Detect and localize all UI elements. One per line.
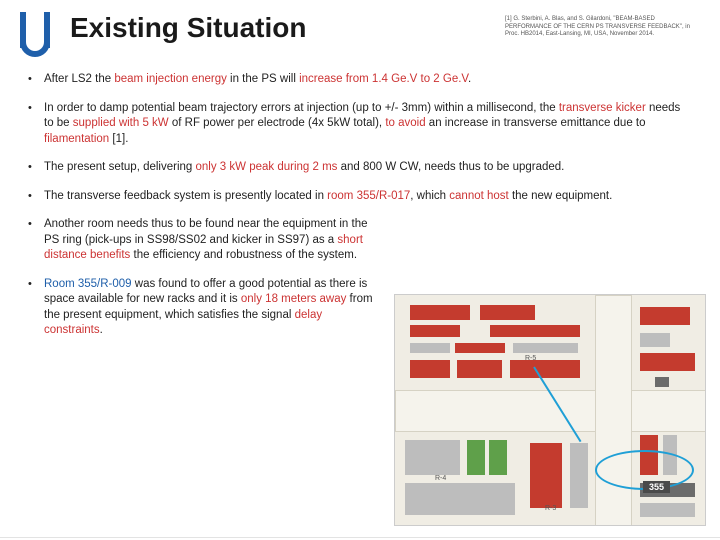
- floorplan-block: [530, 443, 562, 508]
- bullet-dot: •: [28, 277, 44, 339]
- floorplan-block: [490, 325, 580, 337]
- bullet-item: •In order to damp potential beam traject…: [28, 101, 692, 148]
- bullet-text: Room 355/R-009 was found to offer a good…: [44, 277, 384, 339]
- citation-text: [1] G. Sterbini, A. Blas, and S. Gilardo…: [505, 12, 700, 39]
- floorplan-block: [640, 333, 670, 347]
- bullet-text: Another room needs thus to be found near…: [44, 217, 384, 264]
- bullet-dot: •: [28, 160, 44, 176]
- floorplan-block: [570, 443, 588, 508]
- floorplan-room-label: R-3: [545, 505, 556, 512]
- floorplan-room-label: R-4: [435, 475, 446, 482]
- floorplan-block: [410, 343, 450, 353]
- bullet-text: The transverse feedback system is presen…: [44, 189, 692, 205]
- bullet-dot: •: [28, 217, 44, 264]
- bullet-item: •The present setup, delivering only 3 kW…: [28, 160, 692, 176]
- floorplan-block: [405, 440, 460, 475]
- floorplan-block: [480, 305, 535, 320]
- bullet-text: The present setup, delivering only 3 kW …: [44, 160, 692, 176]
- bullet-dot: •: [28, 101, 44, 148]
- floorplan-block: [455, 343, 505, 353]
- bullet-item: •Another room needs thus to be found nea…: [28, 217, 692, 264]
- floorplan-block: [640, 503, 695, 517]
- floorplan-label-355: 355: [643, 481, 670, 493]
- floorplan-block: [410, 325, 460, 337]
- bullet-text: In order to damp potential beam trajecto…: [44, 101, 692, 148]
- floorplan-block: [457, 360, 502, 378]
- floorplan-block: [510, 360, 580, 378]
- slide-title: Existing Situation: [70, 12, 505, 44]
- floorplan-block: [640, 353, 695, 371]
- floorplan-block: [655, 377, 669, 387]
- bullet-dot: •: [28, 189, 44, 205]
- floorplan-block: [595, 295, 632, 526]
- header: Existing Situation [1] G. Sterbini, A. B…: [0, 0, 720, 66]
- floorplan-block: [410, 305, 470, 320]
- floorplan-figure: 355 R-5 R-4 R-3: [394, 294, 706, 526]
- floorplan-block: [513, 343, 578, 353]
- floorplan-block: [467, 440, 485, 475]
- floorplan-block: [410, 360, 450, 378]
- bullet-dot: •: [28, 72, 44, 88]
- bullet-text: After LS2 the beam injection energy in t…: [44, 72, 692, 88]
- footer-divider: [0, 537, 720, 538]
- bullet-item: •The transverse feedback system is prese…: [28, 189, 692, 205]
- floorplan-room-label: R-5: [525, 355, 536, 362]
- floorplan-block: [489, 440, 507, 475]
- logo-icon: [20, 12, 50, 58]
- bullet-item: •After LS2 the beam injection energy in …: [28, 72, 692, 88]
- floorplan-block: [640, 307, 690, 325]
- floorplan-block: [405, 483, 515, 515]
